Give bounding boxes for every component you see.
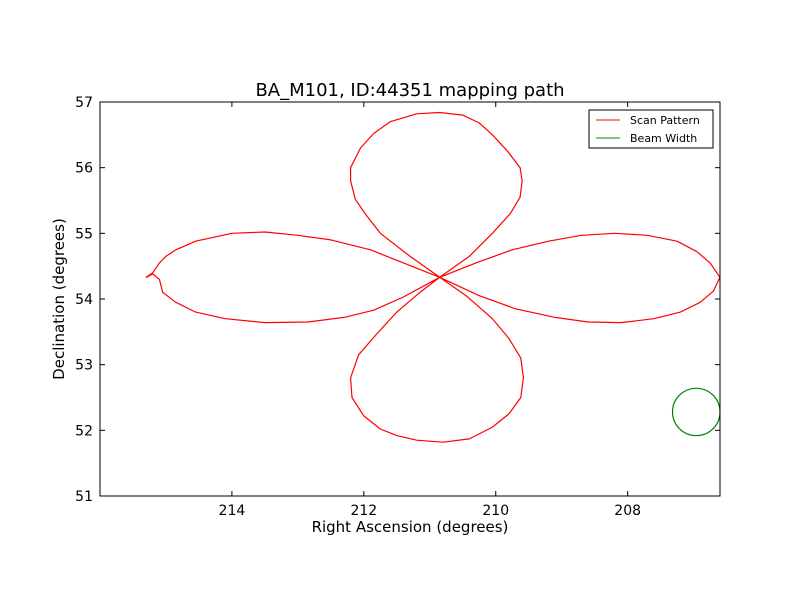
y-tick-label: 54 bbox=[75, 292, 93, 308]
x-tick-label: 210 bbox=[482, 503, 509, 519]
legend-box bbox=[588, 109, 714, 149]
plot-background bbox=[100, 102, 720, 496]
scan-pattern-line bbox=[145, 111, 721, 443]
y-tick-label: 52 bbox=[75, 423, 93, 439]
legend-label-scan-pattern: Scan Pattern bbox=[630, 114, 700, 127]
y-axis-ticks: 51 52 53 54 55 56 57 bbox=[75, 95, 720, 505]
plot-area bbox=[99, 101, 721, 497]
x-tick-label: 212 bbox=[350, 503, 377, 519]
y-tick-label: 53 bbox=[75, 358, 93, 374]
x-axis-ticks: 214 212 210 208 bbox=[219, 102, 641, 519]
y-tick-label: 51 bbox=[75, 489, 93, 505]
y-axis-label: Declination (degrees) bbox=[50, 218, 68, 380]
chart-title: BA_M101, ID:44351 mapping path bbox=[255, 80, 564, 101]
y-tick-label: 55 bbox=[75, 226, 93, 242]
y-tick-label: 57 bbox=[75, 95, 93, 111]
legend: Scan Pattern Beam Width bbox=[588, 109, 714, 149]
legend-label-beam-width: Beam Width bbox=[630, 132, 697, 145]
y-tick-label: 56 bbox=[75, 161, 93, 177]
x-tick-label: 208 bbox=[614, 503, 641, 519]
x-axis-label: Right Ascension (degrees) bbox=[312, 518, 509, 536]
x-tick-label: 214 bbox=[219, 503, 246, 519]
